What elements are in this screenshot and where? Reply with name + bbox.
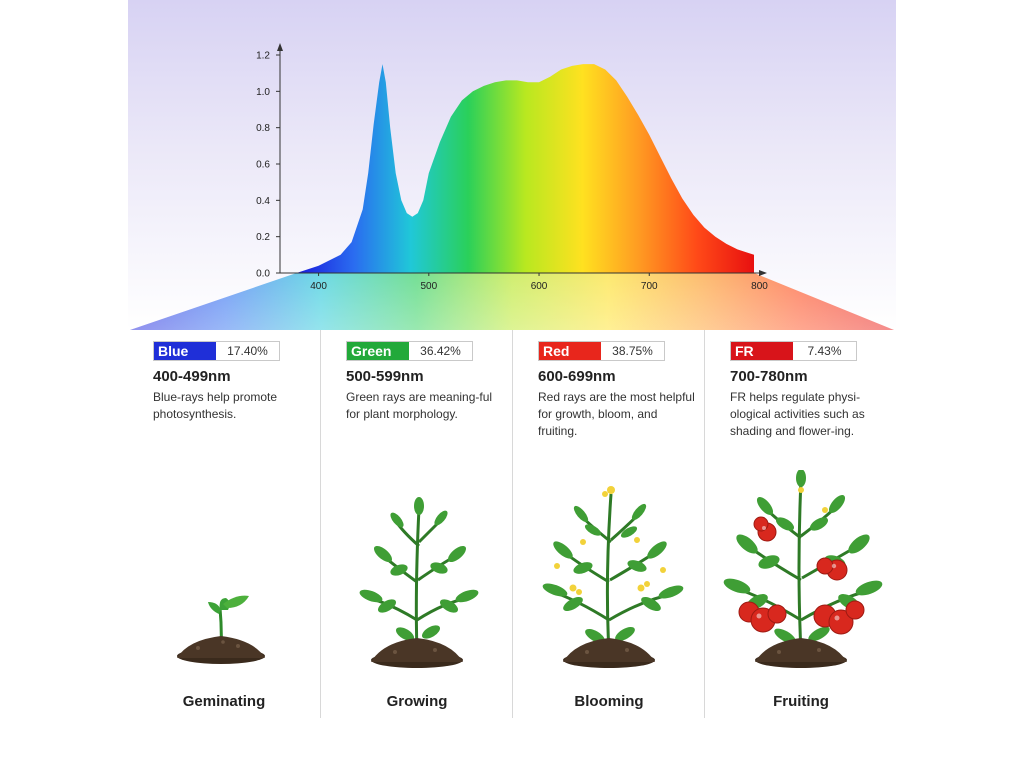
- fruiting-plant-icon: [723, 470, 883, 668]
- band-description: FR helps regulate physi-ological activit…: [730, 390, 865, 438]
- band-description: Red rays are the most helpful for growth…: [538, 390, 695, 438]
- x-tick-label: 400: [310, 281, 327, 292]
- spectrum-chart: 0.0 0.2 0.4 0.6 0.8 1.0 1.2 400 500 600 700 800: [130, 43, 894, 330]
- band-percent: 7.43%: [807, 344, 842, 358]
- section-green: Green 36.42% 500-599nm Green rays are me…: [320, 330, 513, 718]
- band-name: Green: [347, 342, 409, 360]
- band-name: Red: [539, 342, 601, 360]
- band-badge: Blue 17.40%: [153, 341, 280, 361]
- stage-label: Fruiting: [773, 693, 829, 710]
- stage-label: Geminating: [182, 693, 266, 710]
- young-plant-icon: [359, 497, 479, 668]
- x-tick-label: 700: [641, 281, 658, 292]
- band-description: Green rays are meaning-ful for plant mor…: [346, 390, 493, 421]
- band-percent: 38.75%: [612, 344, 653, 358]
- y-tick-label: 0.8: [256, 123, 270, 134]
- band-name: FR: [731, 342, 793, 360]
- x-tick-label: 800: [751, 281, 768, 292]
- y-tick-label: 1.0: [256, 87, 270, 98]
- spectrum-area: [296, 64, 754, 273]
- infographic-panel: 0.0 0.2 0.4 0.6 0.8 1.0 1.2 400 500 600 700 800 Blu…: [128, 0, 896, 718]
- y-tick-label: 0.4: [256, 196, 270, 207]
- band-badge: Red 38.75%: [538, 341, 665, 361]
- section-columns: Blue 17.40% 400-499nm Blue-rays help pro…: [128, 330, 896, 718]
- section-fr: FR 7.43% 700-780nm FR helps regulate phy…: [704, 330, 896, 718]
- band-range: 700-780nm: [730, 368, 808, 385]
- band-percent: 17.40%: [227, 344, 268, 358]
- x-tick-label: 500: [420, 281, 437, 292]
- band-range: 600-699nm: [538, 368, 616, 385]
- band-range: 400-499nm: [153, 368, 231, 385]
- x-axis-arrow: [759, 270, 767, 276]
- stage-label: Blooming: [574, 693, 644, 710]
- section-red: Red 38.75% 600-699nm Red rays are the mo…: [512, 330, 705, 718]
- stage-label: Growing: [386, 693, 448, 710]
- band-range: 500-599nm: [346, 368, 424, 385]
- flowering-plant-icon: [542, 486, 684, 668]
- y-tick-label: 0.6: [256, 160, 270, 171]
- y-tick-label: 0.0: [256, 269, 270, 280]
- section-blue: Blue 17.40% 400-499nm Blue-rays help pro…: [128, 330, 320, 718]
- band-name: Blue: [154, 342, 216, 360]
- y-tick-label: 0.2: [256, 232, 270, 243]
- band-badge: FR 7.43%: [730, 341, 857, 361]
- y-tick-label: 1.2: [256, 51, 270, 62]
- spectrum-fan-highlight: [130, 273, 894, 330]
- band-badge: Green 36.42%: [346, 341, 473, 361]
- band-description: Blue-rays help promote photosynthesis.: [153, 390, 278, 421]
- band-percent: 36.42%: [420, 344, 461, 358]
- seedling-icon: [177, 595, 265, 664]
- x-tick-label: 600: [531, 281, 548, 292]
- y-axis-arrow: [277, 43, 283, 51]
